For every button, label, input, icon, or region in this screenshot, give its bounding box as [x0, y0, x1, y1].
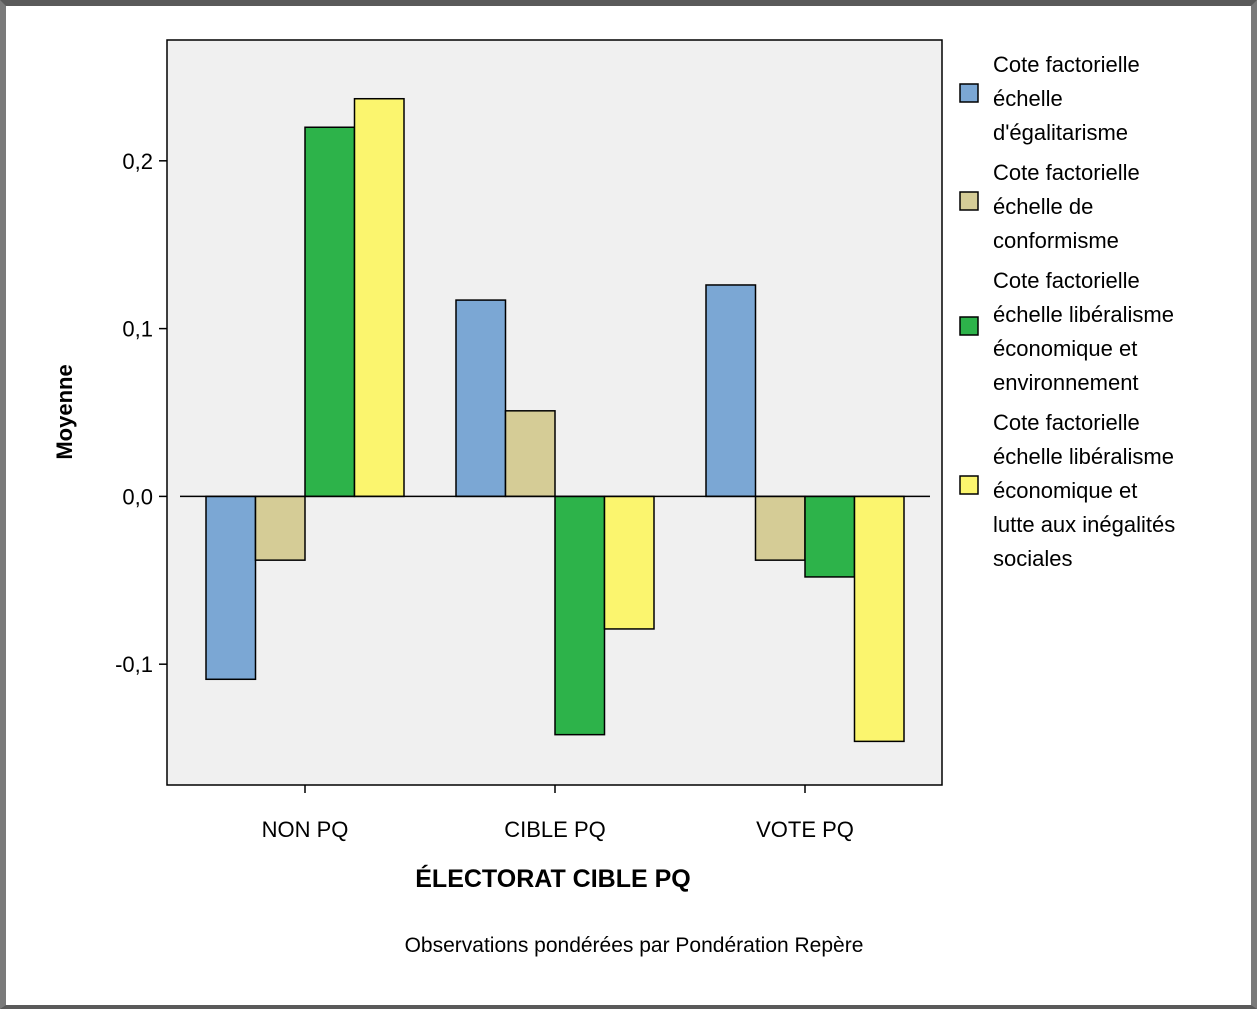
- y-tick-label: -0,1: [115, 652, 153, 677]
- bar: [853, 495, 905, 743]
- legend: Cote factorielle échelle d'égalitarisme Cot…: [959, 52, 1175, 571]
- legend-swatch: [959, 191, 979, 211]
- legend-label: environnement: [993, 370, 1139, 395]
- y-tick-label: 0,0: [122, 484, 153, 509]
- bar: [254, 495, 306, 561]
- bar: [455, 299, 507, 498]
- legend-label: Cote factorielle: [993, 160, 1140, 185]
- bar: [304, 126, 356, 498]
- y-tick-label: 0,2: [122, 149, 153, 174]
- y-tick-label: 0,1: [122, 317, 153, 342]
- bar: [603, 495, 655, 630]
- legend-label: échelle libéralisme: [993, 302, 1174, 327]
- legend-label: sociales: [993, 546, 1072, 571]
- x-tick-label: VOTE PQ: [756, 817, 854, 842]
- bar: [804, 495, 856, 578]
- legend-swatch: [959, 83, 979, 103]
- legend-label: lutte aux inégalités: [993, 512, 1175, 537]
- legend-label: économique et: [993, 478, 1137, 503]
- x-axis: NON PQ CIBLE PQ VOTE PQ: [262, 785, 854, 842]
- y-axis: -0,1 0,0 0,1 0,2: [115, 149, 167, 677]
- legend-label: conformisme: [993, 228, 1119, 253]
- bar: [504, 410, 556, 498]
- legend-label: Cote factorielle: [993, 410, 1140, 435]
- legend-swatch: [959, 316, 979, 336]
- legend-label: échelle de: [993, 194, 1093, 219]
- bar: [554, 495, 606, 736]
- x-tick-label: CIBLE PQ: [504, 817, 605, 842]
- x-tick-label: NON PQ: [262, 817, 349, 842]
- bar: [205, 495, 257, 681]
- legend-label: d'égalitarisme: [993, 120, 1128, 145]
- footnote: Observations pondérées par Pondération R…: [405, 934, 864, 957]
- legend-label: échelle: [993, 86, 1063, 111]
- legend-swatch: [959, 475, 979, 495]
- legend-label: Cote factorielle: [993, 268, 1140, 293]
- y-axis-title: Moyenne: [52, 364, 77, 459]
- bar: [754, 495, 806, 561]
- bar: [353, 97, 405, 498]
- legend-label: économique et: [993, 336, 1137, 361]
- legend-label: Cote factorielle: [993, 52, 1140, 77]
- x-axis-title: ÉLECTORAT CIBLE PQ: [415, 864, 690, 893]
- legend-label: échelle libéralisme: [993, 444, 1174, 469]
- bar: [705, 284, 757, 498]
